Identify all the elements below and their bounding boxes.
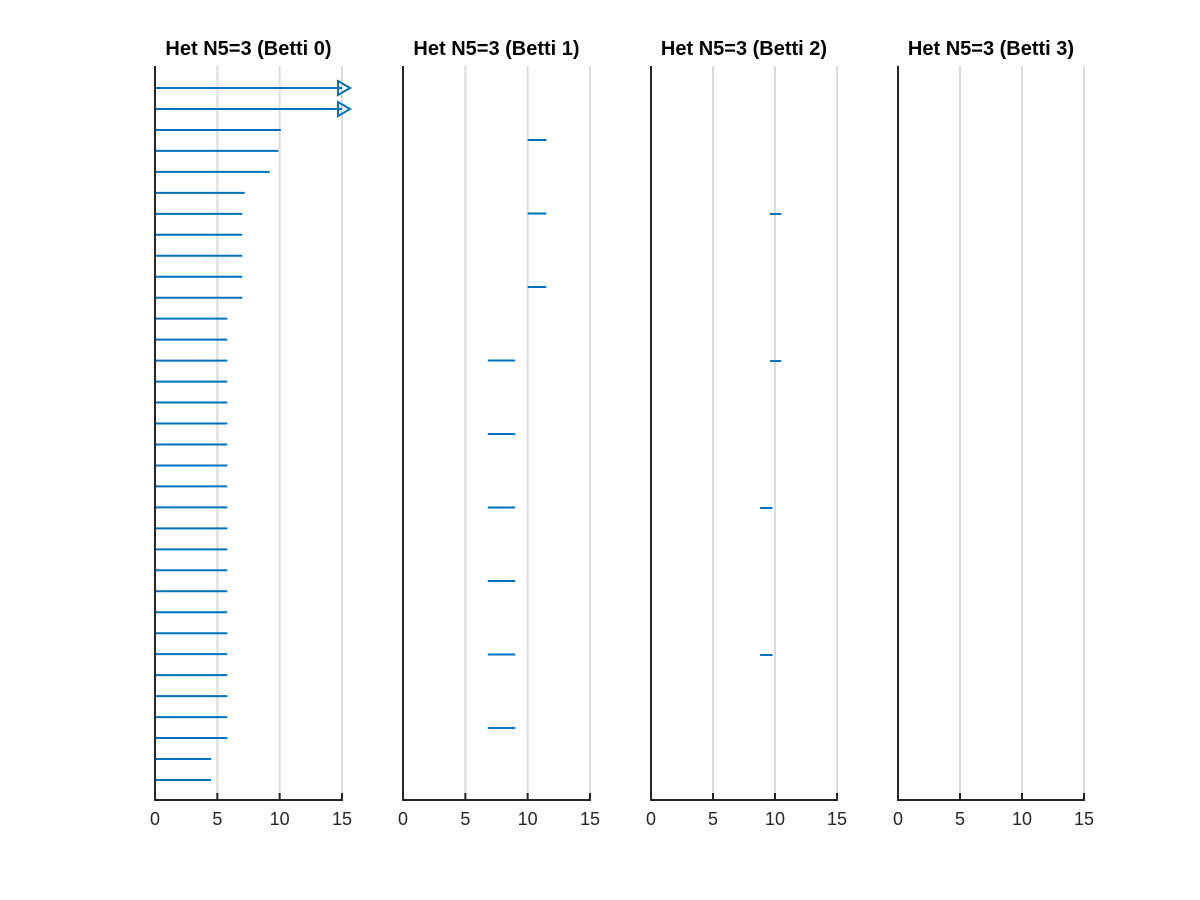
x-tick-label: 5 xyxy=(708,809,718,829)
panel-title: Het N5=3 (Betti 0) xyxy=(165,38,331,60)
x-tick-label: 15 xyxy=(580,809,600,829)
x-tick-label: 10 xyxy=(765,809,785,829)
x-tick-label: 0 xyxy=(646,809,656,829)
x-tick-label: 0 xyxy=(398,809,408,829)
x-tick-label: 5 xyxy=(460,809,470,829)
x-tick-label: 10 xyxy=(518,809,538,829)
x-tick-label: 15 xyxy=(332,809,352,829)
panel-title: Het N5=3 (Betti 2) xyxy=(661,38,827,60)
x-tick-label: 15 xyxy=(1074,809,1094,829)
infinite-bar-arrow xyxy=(337,100,352,118)
x-tick-label: 10 xyxy=(270,809,290,829)
x-tick-label: 15 xyxy=(827,809,847,829)
panel-title: Het N5=3 (Betti 3) xyxy=(908,38,1074,60)
x-tick-label: 5 xyxy=(955,809,965,829)
x-tick-label: 0 xyxy=(150,809,160,829)
x-tick-label: 5 xyxy=(212,809,222,829)
panel-title: Het N5=3 (Betti 1) xyxy=(413,38,579,60)
x-tick-label: 10 xyxy=(1012,809,1032,829)
infinite-bar-arrow xyxy=(337,79,352,97)
x-tick-label: 0 xyxy=(893,809,903,829)
